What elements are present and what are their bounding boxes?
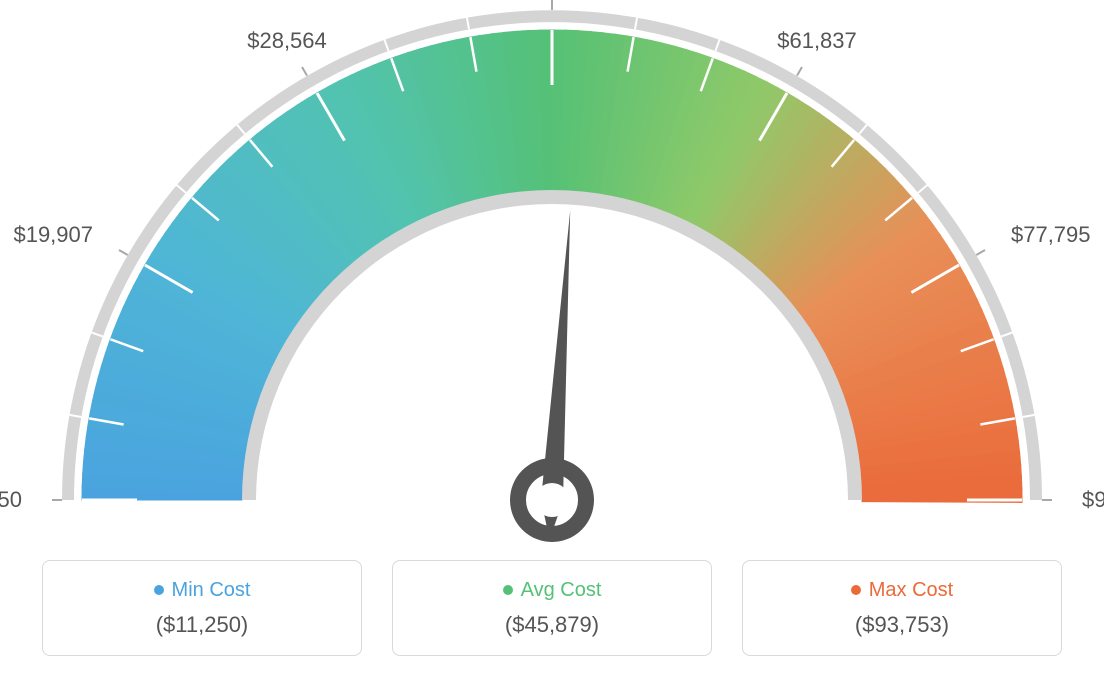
dot-icon	[503, 585, 513, 595]
legend-card-min: Min Cost ($11,250)	[42, 560, 362, 656]
legend-title-avg: Avg Cost	[503, 579, 602, 602]
gauge-svg: $11,250$19,907$28,564$45,879$61,837$77,7…	[0, 0, 1104, 560]
legend-value-min: ($11,250)	[156, 612, 249, 638]
tick-label: $11,250	[0, 487, 22, 512]
legend-title-min: Min Cost	[154, 579, 251, 602]
legend-value-max: ($93,753)	[855, 612, 949, 638]
tick-label: $93,753	[1082, 487, 1104, 512]
tick-label: $61,837	[777, 28, 857, 53]
legend-row: Min Cost ($11,250) Avg Cost ($45,879) Ma…	[0, 560, 1104, 656]
legend-card-avg: Avg Cost ($45,879)	[392, 560, 712, 656]
tick-label: $77,795	[1011, 222, 1091, 247]
legend-value-avg: ($45,879)	[505, 612, 599, 638]
legend-card-max: Max Cost ($93,753)	[742, 560, 1062, 656]
legend-title-max: Max Cost	[851, 579, 953, 602]
gauge-chart: $11,250$19,907$28,564$45,879$61,837$77,7…	[0, 0, 1104, 560]
tick-label: $19,907	[13, 222, 93, 247]
legend-label: Min Cost	[172, 579, 251, 602]
tick-label: $28,564	[247, 28, 327, 53]
legend-label: Avg Cost	[521, 579, 602, 602]
dot-icon	[851, 585, 861, 595]
dot-icon	[154, 585, 164, 595]
legend-label: Max Cost	[869, 579, 953, 602]
